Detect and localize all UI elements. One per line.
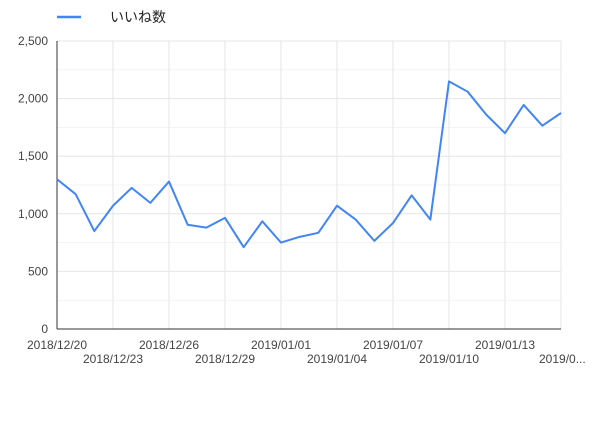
data-point[interactable]: [166, 179, 172, 185]
data-point[interactable]: [558, 110, 564, 116]
y-tick-label: 0: [41, 322, 48, 336]
data-point[interactable]: [91, 228, 97, 234]
data-point[interactable]: [502, 130, 508, 136]
data-point[interactable]: [483, 112, 489, 118]
x-tick-label: 2019/01/04: [307, 352, 367, 366]
data-point[interactable]: [446, 78, 452, 84]
data-point[interactable]: [409, 192, 415, 198]
data-point[interactable]: [129, 185, 135, 191]
data-point[interactable]: [241, 244, 247, 250]
data-point[interactable]: [203, 225, 209, 231]
data-point[interactable]: [539, 123, 545, 129]
data-point[interactable]: [259, 218, 265, 224]
x-tick-label: 2019/01/07: [363, 338, 423, 352]
data-point[interactable]: [521, 102, 527, 108]
data-point[interactable]: [297, 234, 303, 240]
data-point[interactable]: [222, 215, 228, 221]
x-tick-label: 2019/01/10: [419, 352, 479, 366]
y-tick-label: 2,500: [18, 34, 48, 48]
data-point[interactable]: [54, 176, 60, 182]
x-tick-label: 2019/01/01: [251, 338, 311, 352]
data-point[interactable]: [353, 217, 359, 223]
y-tick-label: 500: [28, 264, 48, 278]
data-point[interactable]: [334, 203, 340, 209]
data-point[interactable]: [371, 238, 377, 244]
x-tick-label: 2018/12/23: [83, 352, 143, 366]
series-line: [56, 80, 562, 249]
data-point[interactable]: [147, 200, 153, 206]
legend-label: いいね数: [110, 9, 166, 25]
data-point[interactable]: [278, 240, 284, 246]
x-tick-label: 2018/12/26: [139, 338, 199, 352]
data-point[interactable]: [315, 230, 321, 236]
data-point[interactable]: [185, 222, 191, 228]
data-point[interactable]: [390, 220, 396, 226]
data-point[interactable]: [465, 89, 471, 95]
legend: いいね数: [57, 9, 166, 25]
x-tick-label: 2018/12/20: [27, 338, 87, 352]
y-tick-label: 1,500: [18, 149, 48, 163]
y-tick-label: 1,000: [18, 207, 48, 221]
x-tick-label: 2019/01/13: [475, 338, 535, 352]
data-point[interactable]: [427, 217, 433, 223]
y-tick-label: 2,000: [18, 92, 48, 106]
x-tick-label: 2019/0...: [539, 352, 586, 366]
data-point[interactable]: [110, 203, 116, 209]
data-point[interactable]: [73, 191, 79, 197]
x-tick-label: 2018/12/29: [195, 352, 255, 366]
